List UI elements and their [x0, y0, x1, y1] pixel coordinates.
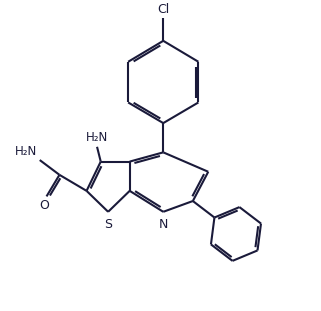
- Text: H₂N: H₂N: [86, 131, 108, 144]
- Text: O: O: [39, 199, 49, 212]
- Text: Cl: Cl: [157, 3, 169, 16]
- Text: H₂N: H₂N: [15, 145, 37, 158]
- Text: N: N: [159, 218, 168, 231]
- Text: S: S: [104, 218, 112, 231]
